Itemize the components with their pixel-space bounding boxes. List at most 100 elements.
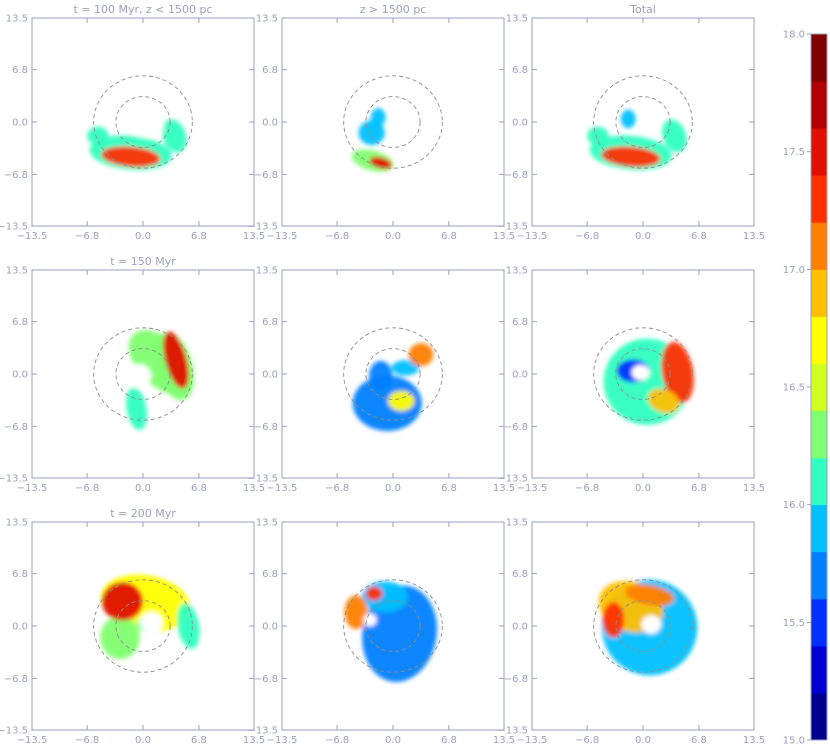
y-tick-label: 0.0 [512,622,528,633]
density-map [87,118,187,171]
colorbar-segment [811,551,827,600]
density-blob [365,586,383,601]
colorbar-segment [811,81,827,129]
x-tick-label: 13.5 [243,735,265,746]
reference-circle [115,348,171,400]
y-tick-label: 6.8 [262,317,278,328]
y-tick-label: 0.0 [262,622,278,633]
panel-r0-c2: −13.5 −6.8 0.0 6.8 13.5 −13.5 −6.8 0.0 6.8 13.5 To… [497,3,765,242]
x-tick-label: 0.0 [635,483,651,494]
colorbar-segment [811,175,827,223]
panel-r2-c0: −13.5 −6.8 0.0 6.8 13.5 −13.5 −6.8 0.0 6.8 13.5 t … [0,507,265,746]
panel-r1-c0: −13.5 −6.8 0.0 6.8 13.5 −13.5 −6.8 0.0 6.8 13.5 t … [0,255,265,494]
density-map [124,330,194,430]
density-blob [391,360,420,376]
reference-circle [365,600,421,652]
x-tick-label: 0.0 [635,735,651,746]
x-tick-label: 0.0 [135,735,151,746]
x-tick-label: −13.5 [17,735,48,746]
y-tick-label: 6.8 [512,65,528,76]
density-map [351,108,394,172]
reference-circle [365,96,421,148]
panel-r0-c1: −13.5 −6.8 0.0 6.8 13.5 −13.5 −6.8 0.0 6.8 13.5 z … [247,3,515,242]
reference-circle [93,75,193,169]
y-tick-label: 0.0 [262,370,278,381]
density-blob [370,108,386,127]
density-blob [647,388,680,414]
colorbar-tick-label: 18.0 [783,30,805,41]
y-tick-label: 6.8 [262,569,278,580]
panel-title: Total [629,3,656,16]
x-tick-label: −6.8 [325,735,349,746]
y-tick-label: 13.5 [6,266,28,277]
x-tick-label: 6.8 [191,231,207,242]
reference-circle [115,96,171,148]
y-tick-label: −6.8 [504,674,528,685]
density-blob [87,126,109,146]
y-tick-label: 13.5 [256,14,278,25]
colorbar-segment [811,363,827,412]
y-tick-label: −13.5 [497,222,528,233]
x-tick-label: 0.0 [135,231,151,242]
density-hole [124,363,152,388]
density-blob [163,331,189,389]
y-tick-label: 13.5 [256,266,278,277]
density-blob [388,390,415,411]
density-hole [130,118,164,138]
y-tick-label: 6.8 [12,317,28,328]
density-map [100,574,200,660]
y-tick-label: −6.8 [4,170,28,181]
x-tick-label: −13.5 [267,483,298,494]
y-tick-label: −6.8 [4,674,28,685]
panel-title: t = 200 Myr [110,507,176,520]
colorbar-segment [811,410,827,459]
y-tick-label: 13.5 [6,518,28,529]
y-tick-label: −13.5 [0,474,28,485]
x-tick-label: −6.8 [325,483,349,494]
y-tick-label: −6.8 [504,170,528,181]
x-tick-label: 13.5 [243,231,265,242]
y-tick-label: −13.5 [247,222,278,233]
x-tick-label: −13.5 [517,483,548,494]
panel-r0-c0: −13.5 −6.8 0.0 6.8 13.5 −13.5 −6.8 0.0 6.8 13.5 t … [0,3,265,242]
x-tick-label: −6.8 [575,231,599,242]
reference-circle [593,327,693,421]
colorbar-segment [811,34,827,82]
colorbar: 15.0 15.5 16.0 16.5 17.0 17.5 18.0 [783,30,828,747]
x-tick-label: −6.8 [75,735,99,746]
reference-circle [93,327,193,421]
x-tick-label: −6.8 [575,735,599,746]
density-blob [176,603,200,649]
x-tick-label: −13.5 [267,231,298,242]
density-blob [358,120,385,146]
x-tick-label: −13.5 [17,231,48,242]
y-tick-label: 13.5 [506,266,528,277]
plot-frame [281,269,505,479]
reference-circle [593,75,693,169]
colorbar-segment [811,504,827,553]
y-tick-label: −6.8 [254,422,278,433]
density-hole [139,612,163,633]
panel-r2-c2: −13.5 −6.8 0.0 6.8 13.5 −13.5 −6.8 0.0 6.8 13.5 [497,518,765,747]
y-tick-label: −13.5 [247,726,278,737]
density-blob [101,146,161,167]
density-blob [352,375,422,432]
y-tick-label: −13.5 [0,726,28,737]
x-tick-label: 6.8 [191,735,207,746]
density-blob [344,595,368,630]
colorbar-segment [811,222,827,270]
density-map [587,109,687,171]
panel-r2-c1: −13.5 −6.8 0.0 6.8 13.5 −13.5 −6.8 0.0 6.8 13.5 [247,518,515,747]
density-blob [601,146,661,167]
colorbar-tick-label: 15.5 [783,618,805,629]
x-tick-label: −6.8 [575,483,599,494]
panel-title: z > 1500 pc [360,3,427,16]
y-tick-label: −6.8 [254,674,278,685]
y-tick-label: −13.5 [0,222,28,233]
density-blob [661,341,694,403]
density-blob [587,126,609,146]
y-tick-label: 6.8 [262,65,278,76]
reference-circle [615,600,671,652]
y-tick-label: 0.0 [12,622,28,633]
x-tick-label: 0.0 [385,483,401,494]
